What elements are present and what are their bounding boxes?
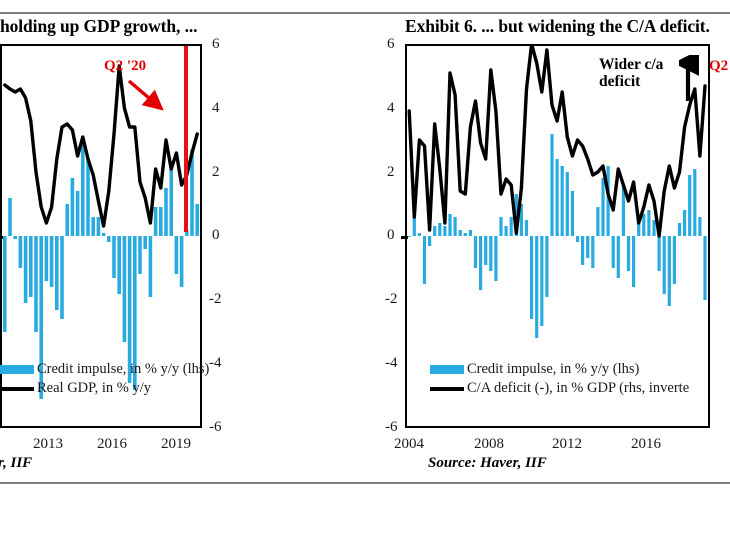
left-ytick-m2: -2 xyxy=(209,291,222,307)
right-up-arrow-icon xyxy=(679,55,699,101)
line-swatch-black-icon xyxy=(0,386,34,391)
left-zero-tick xyxy=(0,236,3,239)
left-ytick-m6: -6 xyxy=(209,419,222,435)
left-credit-impulse-bars xyxy=(3,143,199,399)
right-chart-svg xyxy=(407,46,707,338)
right-ytick-m2: -2 xyxy=(385,291,398,307)
right-chart-title: Exhibit 6. ... but widening the C/A defi… xyxy=(405,16,710,36)
line-swatch-black-icon xyxy=(430,386,464,391)
right-ytick-m4: -4 xyxy=(385,355,398,371)
left-ytick-4: 4 xyxy=(212,100,220,116)
right-plot-frame xyxy=(401,44,710,428)
right-legend-label-ca-deficit: C/A deficit (-), in % GDP (rhs, inverte xyxy=(467,380,690,396)
right-legend-item-credit-impulse: Credit impulse, in % y/y (lhs) xyxy=(430,360,689,379)
left-ytick-2: 2 xyxy=(212,164,220,180)
right-chart-panel: Exhibit 6. ... but widening the C/A defi… xyxy=(385,0,730,505)
right-credit-impulse-bars xyxy=(407,134,707,338)
right-legend-label-credit-impulse: Credit impulse, in % y/y (lhs) xyxy=(467,361,640,377)
left-ytick-m4: -4 xyxy=(209,355,222,371)
left-chart-panel: holding up GDP growth, ... xyxy=(0,0,365,505)
right-legend-item-ca-deficit: C/A deficit (-), in % GDP (rhs, inverte xyxy=(430,379,689,398)
left-legend-item-real-gdp: Real GDP, in % y/y xyxy=(0,379,209,398)
left-xtick-2016: 2016 xyxy=(97,436,127,452)
right-xtick-2004: 2004 xyxy=(394,436,424,452)
left-ytick-6: 6 xyxy=(212,36,220,52)
right-ytick-m6: -6 xyxy=(385,419,398,435)
right-legend: Credit impulse, in % y/y (lhs) C/A defic… xyxy=(430,360,689,398)
right-annotation-q2: Q2 xyxy=(709,58,729,74)
right-xtick-2012: 2012 xyxy=(552,436,582,452)
right-ytick-4: 4 xyxy=(387,100,395,116)
bar-swatch-blue-icon xyxy=(430,365,464,374)
right-ytick-6: 6 xyxy=(387,36,395,52)
left-legend-label-real-gdp: Real GDP, in % y/y xyxy=(37,380,151,396)
right-xtick-2016: 2016 xyxy=(631,436,661,452)
left-ytick-0: 0 xyxy=(212,227,220,243)
right-ca-deficit-line xyxy=(407,46,707,238)
right-source-note: Source: Haver, IIF xyxy=(428,455,547,471)
right-annotation-wider-ca-deficit: Wider c/a deficit xyxy=(599,56,663,90)
left-q2-20-marker-line xyxy=(184,46,188,232)
right-ytick-2: 2 xyxy=(387,164,395,180)
left-legend: Credit impulse, in % y/y (lhs) Real GDP,… xyxy=(0,360,209,398)
bottom-divider-rule xyxy=(0,482,730,484)
top-divider-rule xyxy=(0,12,730,14)
left-annotation-q2-20: Q2 '20 xyxy=(104,58,147,74)
left-xtick-2013: 2013 xyxy=(33,436,63,452)
left-xtick-2019: 2019 xyxy=(161,436,191,452)
right-plot-area xyxy=(407,46,708,426)
left-chart-title: holding up GDP growth, ... xyxy=(0,16,198,36)
right-zero-tick xyxy=(401,236,408,239)
right-ytick-0: 0 xyxy=(387,227,395,243)
left-legend-label-credit-impulse: Credit impulse, in % y/y (lhs) xyxy=(37,361,210,377)
right-annotation-line2: deficit xyxy=(599,73,641,90)
left-legend-item-credit-impulse: Credit impulse, in % y/y (lhs) xyxy=(0,360,209,379)
right-annotation-line1: Wider c/a xyxy=(599,56,664,73)
left-chart-svg xyxy=(3,64,199,399)
left-real-gdp-line xyxy=(3,64,199,228)
left-plot-frame xyxy=(0,44,202,428)
left-annotation-arrow-icon xyxy=(127,79,164,111)
left-plot-area xyxy=(2,46,200,426)
left-source-note: r, IIF xyxy=(0,455,33,471)
bar-swatch-blue-icon xyxy=(0,365,34,374)
right-xtick-2008: 2008 xyxy=(474,436,504,452)
